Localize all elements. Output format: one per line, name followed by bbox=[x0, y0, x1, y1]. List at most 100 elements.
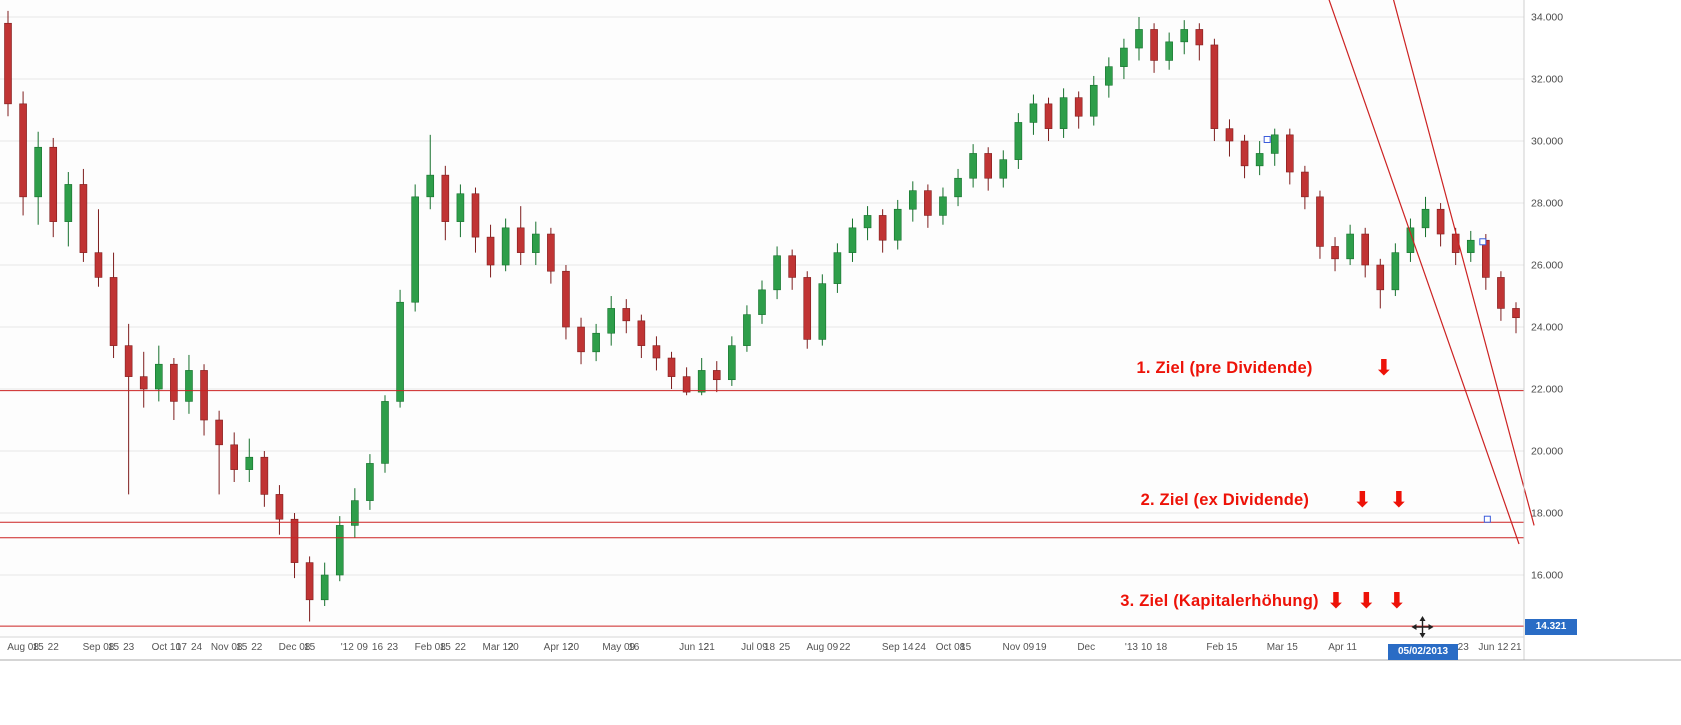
candle-body bbox=[275, 494, 284, 520]
x-axis-label: 23 bbox=[387, 642, 399, 653]
candle-body bbox=[652, 345, 661, 359]
target-annotation-1[interactable]: 1. Ziel (pre Dividende) ⬇ bbox=[1137, 357, 1394, 379]
candle-body bbox=[1029, 103, 1038, 123]
target-annotation-3[interactable]: 3. Ziel (Kapitalerhöhung) ⬇ ⬇ ⬇ bbox=[1120, 590, 1406, 612]
x-axis-label: '13 bbox=[1125, 642, 1138, 653]
candle-body bbox=[139, 376, 148, 390]
candle-body bbox=[547, 233, 555, 272]
candle-body bbox=[1150, 29, 1158, 61]
candle-body bbox=[64, 184, 73, 222]
x-axis-label: 18 bbox=[1156, 642, 1168, 653]
cursor-price-tag: 14.321 bbox=[1525, 619, 1577, 635]
candle-body bbox=[4, 22, 12, 105]
down-arrow-icon: ⬇ bbox=[1353, 487, 1372, 512]
candle-body bbox=[290, 518, 299, 563]
candle-body bbox=[1014, 122, 1023, 160]
candle-body bbox=[1406, 227, 1415, 253]
y-axis-label: 34.000 bbox=[1531, 12, 1563, 24]
y-axis-label: 30.000 bbox=[1531, 136, 1563, 148]
y-axis-label: 18.000 bbox=[1531, 508, 1563, 520]
x-axis-label: 23 bbox=[1458, 642, 1470, 653]
candle-body bbox=[743, 314, 751, 346]
x-axis-label: Nov 09 bbox=[1003, 642, 1035, 653]
candle-body bbox=[456, 193, 465, 222]
candle-body bbox=[697, 370, 706, 393]
candle-body bbox=[758, 289, 766, 315]
candle-body bbox=[230, 444, 238, 470]
candle-body bbox=[1074, 97, 1083, 117]
candle-body bbox=[34, 146, 42, 198]
target-annotation-2[interactable]: 2. Ziel (ex Dividende) ⬇ ⬇ bbox=[1141, 489, 1408, 511]
down-arrow-icon: ⬇ bbox=[1326, 588, 1346, 613]
candle-body bbox=[893, 208, 902, 241]
x-axis-label: Aug 08 bbox=[7, 642, 39, 653]
x-axis-label: Nov 08 bbox=[211, 642, 243, 653]
x-axis-label: Oct 08 bbox=[936, 642, 966, 653]
candle-body bbox=[1497, 277, 1505, 309]
x-axis-label: 18 bbox=[764, 642, 776, 653]
candle-body bbox=[19, 103, 27, 198]
drawing-handle[interactable] bbox=[1483, 515, 1491, 523]
candle-body bbox=[712, 370, 721, 381]
candle-body bbox=[592, 332, 600, 353]
candle-body bbox=[984, 153, 993, 179]
x-axis-label: Mar 12 bbox=[483, 642, 515, 653]
candle-body bbox=[833, 252, 842, 284]
x-axis-label: Apr 12 bbox=[544, 642, 574, 653]
candle-body bbox=[1512, 308, 1520, 319]
candle-body bbox=[562, 270, 570, 328]
candle-body bbox=[1165, 41, 1173, 61]
candle-body bbox=[1195, 29, 1204, 46]
candle-body bbox=[1240, 140, 1249, 167]
candle-body bbox=[969, 153, 977, 179]
candle-body bbox=[1255, 153, 1264, 167]
y-axis-label: 16.000 bbox=[1531, 570, 1563, 582]
candle-body bbox=[245, 456, 254, 470]
x-axis-label: Dec 08 bbox=[279, 642, 311, 653]
x-axis-label: Sep 14 bbox=[882, 642, 914, 653]
candle-body bbox=[305, 562, 314, 601]
candle-body bbox=[773, 255, 781, 291]
candle-body bbox=[1286, 134, 1294, 173]
candle-body bbox=[426, 174, 435, 198]
candle-body bbox=[939, 196, 947, 216]
down-arrow-icon: ⬇ bbox=[1389, 487, 1408, 512]
trend-line[interactable] bbox=[1392, 0, 1535, 526]
candle-body bbox=[1482, 239, 1490, 278]
x-axis-label: 17 bbox=[176, 642, 188, 653]
x-axis-label: Feb 15 bbox=[1206, 642, 1238, 653]
candle-body bbox=[516, 227, 525, 253]
candle-body bbox=[1089, 84, 1098, 117]
trend-line[interactable] bbox=[1328, 0, 1520, 545]
x-axis-label: 10 bbox=[1141, 642, 1153, 653]
drawing-handle[interactable] bbox=[1263, 135, 1271, 143]
candle-body bbox=[607, 308, 616, 334]
x-axis-label: Apr 11 bbox=[1328, 642, 1357, 653]
candle-body bbox=[320, 574, 329, 601]
x-axis-label: 21 bbox=[1510, 642, 1522, 653]
target-2-label: 2. Ziel (ex Dividende) bbox=[1140, 490, 1310, 509]
x-axis-label: 15 bbox=[960, 642, 972, 653]
x-axis-label: 15 bbox=[236, 642, 248, 653]
candle-body bbox=[185, 370, 193, 402]
x-axis-label: 23 bbox=[123, 642, 135, 653]
candle-body bbox=[335, 525, 344, 576]
candle-body bbox=[1210, 44, 1219, 129]
candle-body bbox=[908, 190, 917, 210]
candle-body bbox=[155, 363, 163, 390]
candle-body bbox=[486, 236, 495, 266]
candle-body bbox=[94, 252, 103, 278]
y-axis-label: 24.000 bbox=[1531, 322, 1563, 334]
candle-body bbox=[411, 196, 419, 303]
candle-body bbox=[366, 463, 374, 501]
x-axis-label: 15 bbox=[304, 642, 316, 653]
candle-body bbox=[1301, 171, 1309, 198]
drawing-handle[interactable] bbox=[1479, 238, 1487, 246]
x-axis-label: 22 bbox=[251, 642, 263, 653]
x-axis-label: 15 bbox=[108, 642, 120, 653]
candle-body bbox=[109, 277, 118, 346]
down-arrow-icon: ⬇ bbox=[1357, 588, 1376, 613]
candle-body bbox=[1225, 128, 1234, 142]
x-axis-label: '12 bbox=[341, 642, 354, 653]
